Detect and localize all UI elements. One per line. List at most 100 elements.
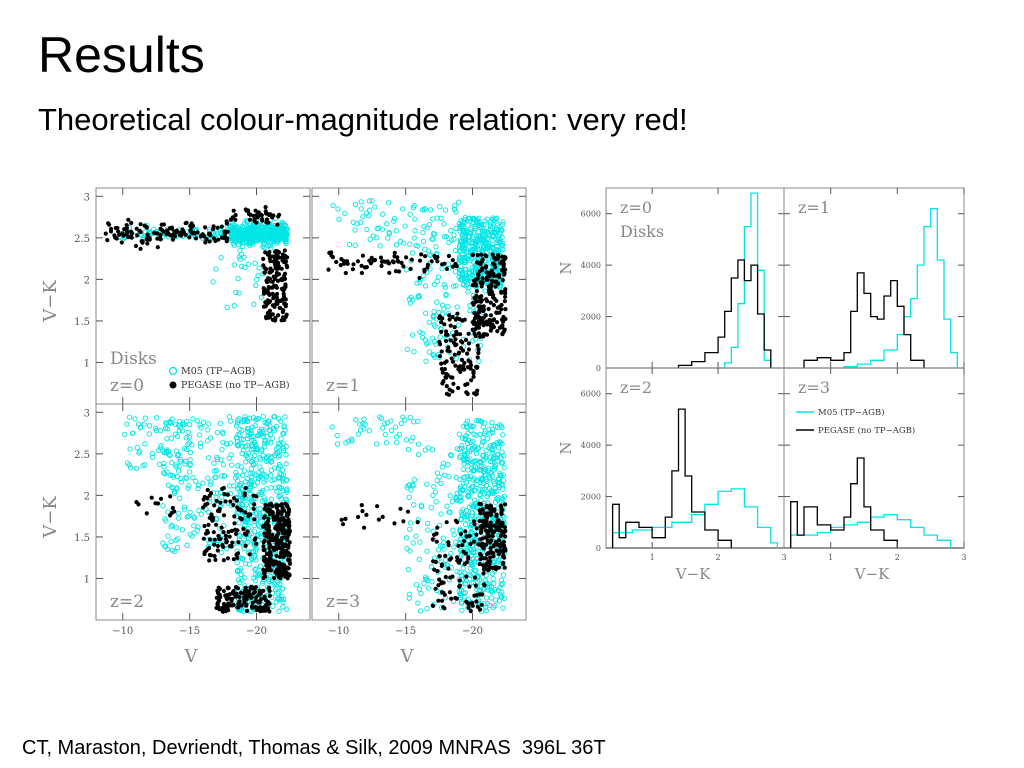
- data-point: [281, 291, 286, 296]
- data-point: [491, 481, 498, 487]
- data-point: [367, 258, 372, 263]
- data-point: [391, 215, 398, 222]
- data-point: [443, 233, 449, 240]
- data-point: [275, 475, 281, 481]
- x-tick-label: −15: [179, 626, 200, 637]
- data-point: [470, 438, 476, 444]
- data-point: [247, 481, 253, 487]
- data-point: [178, 230, 183, 235]
- data-point: [142, 441, 148, 447]
- data-point: [278, 539, 283, 545]
- data-point: [243, 485, 248, 491]
- legend-label: PEGASE (no TP−AGB): [818, 425, 915, 436]
- data-point: [272, 465, 278, 471]
- data-point: [418, 504, 425, 510]
- data-point: [153, 501, 158, 506]
- data-point: [249, 474, 255, 480]
- data-point: [482, 577, 488, 583]
- data-point: [190, 224, 195, 229]
- data-point: [271, 232, 277, 239]
- data-point: [410, 434, 416, 441]
- y-tick-label: 3: [84, 408, 90, 419]
- data-point: [239, 472, 246, 478]
- data-point: [457, 223, 463, 229]
- data-point: [208, 233, 213, 238]
- data-point: [446, 253, 451, 259]
- data-point: [483, 447, 489, 454]
- data-point: [462, 451, 468, 457]
- black-points: [134, 485, 292, 614]
- data-point: [466, 341, 471, 346]
- data-point: [380, 211, 386, 217]
- data-point: [133, 243, 139, 249]
- data-point: [382, 431, 389, 438]
- data-point: [158, 226, 163, 231]
- data-point: [256, 265, 262, 271]
- data-point: [249, 424, 255, 430]
- data-point: [244, 231, 250, 237]
- data-point: [408, 266, 413, 271]
- data-point: [139, 239, 144, 244]
- data-point: [134, 445, 140, 451]
- data-point: [457, 257, 463, 263]
- data-point: [241, 468, 248, 474]
- data-point: [207, 239, 212, 244]
- data-point: [450, 527, 456, 533]
- data-point: [439, 562, 445, 567]
- data-point: [234, 560, 240, 566]
- data-point: [467, 234, 473, 240]
- data-point: [280, 258, 285, 263]
- data-point: [430, 603, 435, 608]
- data-point: [459, 357, 464, 362]
- data-point: [452, 352, 457, 357]
- data-point: [235, 485, 241, 492]
- data-point: [227, 592, 232, 597]
- data-point: [252, 441, 258, 448]
- data-point: [272, 575, 277, 581]
- legend-marker: [168, 366, 178, 376]
- data-point: [417, 275, 422, 281]
- data-point: [278, 496, 284, 502]
- data-point: [117, 232, 122, 237]
- data-point: [334, 259, 339, 265]
- data-point: [129, 220, 134, 226]
- data-point: [487, 469, 493, 475]
- data-point: [463, 420, 469, 427]
- data-point: [249, 458, 255, 464]
- data-point: [255, 215, 260, 220]
- data-point: [469, 559, 475, 565]
- data-point: [108, 226, 114, 232]
- data-point: [167, 419, 173, 425]
- data-point: [500, 580, 506, 587]
- x-tick-label: 3: [781, 553, 786, 562]
- slide-title: Results: [38, 27, 205, 83]
- data-point: [373, 257, 378, 263]
- data-point: [158, 237, 163, 242]
- data-point: [444, 329, 449, 334]
- data-point: [477, 431, 483, 437]
- data-point: [483, 476, 489, 483]
- data-point: [126, 414, 133, 420]
- data-point: [276, 313, 281, 318]
- y-tick-label: 6000: [581, 210, 601, 219]
- data-point: [488, 300, 493, 305]
- data-point: [235, 463, 241, 469]
- data-point: [482, 428, 488, 434]
- data-point: [407, 241, 413, 247]
- data-point: [241, 526, 246, 532]
- data-point: [218, 457, 224, 463]
- data-point: [489, 429, 496, 436]
- data-point: [417, 279, 423, 285]
- data-point: [388, 427, 395, 434]
- panel-label: z=3: [326, 592, 360, 612]
- data-point: [233, 233, 239, 239]
- data-point: [497, 584, 503, 591]
- data-point: [450, 264, 455, 269]
- data-point: [247, 552, 252, 557]
- data-point: [405, 446, 412, 453]
- data-point: [493, 257, 498, 262]
- data-point: [471, 371, 476, 376]
- data-point: [492, 273, 497, 279]
- data-point: [217, 509, 222, 514]
- data-point: [481, 334, 486, 339]
